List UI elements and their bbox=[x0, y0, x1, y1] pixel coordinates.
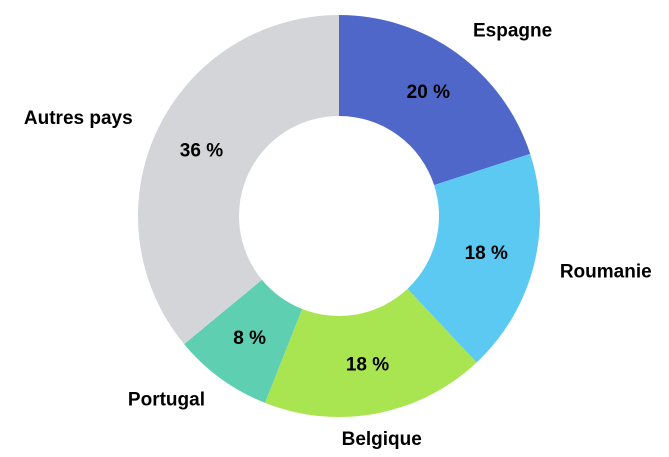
category-label: Roumanie bbox=[560, 262, 652, 283]
donut-slice bbox=[184, 279, 303, 403]
value-label: 18 % bbox=[465, 243, 508, 264]
value-label: 18 % bbox=[346, 354, 389, 375]
donut-slice bbox=[265, 288, 477, 417]
value-label: 8 % bbox=[233, 328, 266, 349]
category-label: Belgique bbox=[342, 429, 422, 450]
value-label: 36 % bbox=[180, 140, 223, 161]
donut-slice bbox=[407, 153, 540, 363]
category-label: Portugal bbox=[128, 389, 205, 410]
donut-slice bbox=[138, 15, 339, 345]
category-label: Espagne bbox=[473, 21, 552, 42]
category-label: Autres pays bbox=[24, 108, 133, 129]
value-label: 20 % bbox=[407, 82, 450, 103]
donut-slice bbox=[339, 15, 531, 186]
